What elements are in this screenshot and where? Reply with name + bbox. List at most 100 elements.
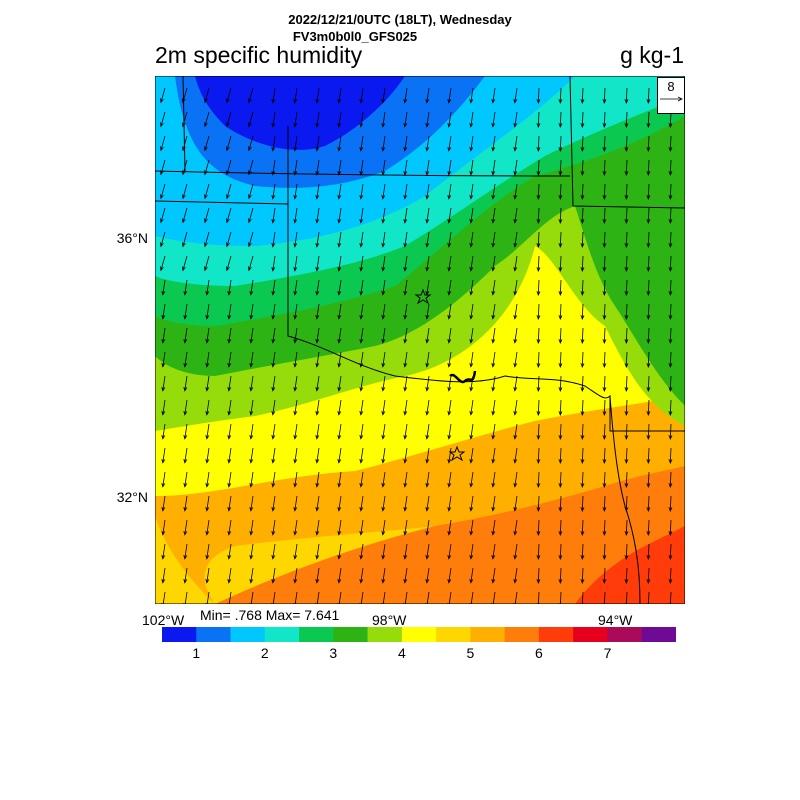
arrow-icon [204,255,210,272]
arrow-icon [226,159,232,176]
arrow-icon [513,207,518,224]
arrow-icon [536,159,541,177]
colorbar-swatch [196,627,231,642]
arrow-icon [160,183,166,200]
arrow-icon [602,519,607,537]
arrow-icon [315,399,320,416]
arrow-icon [580,87,585,105]
arrow-icon [381,447,386,464]
arrow-icon [248,87,254,104]
arrow-icon [536,399,541,417]
arrow-icon [381,135,386,152]
arrow-icon [536,111,541,129]
arrow-icon [425,471,430,488]
arrow-icon [425,375,430,392]
arrow-icon [536,519,541,537]
colorbar-label: 4 [397,645,406,661]
arrow-icon [205,399,210,416]
arrow-icon [447,567,452,584]
arrow-icon [536,87,541,105]
arrow-icon [315,207,320,224]
colorbar-label: 3 [329,645,338,661]
arrow-icon [580,183,585,201]
arrow-icon [226,87,232,104]
arrow-icon [293,207,298,224]
arrow-icon [381,111,386,128]
arrow-icon [668,375,673,393]
arrow-icon [469,447,474,464]
arrow-icon [359,471,364,488]
arrow-icon [249,447,254,464]
band-gold [155,516,435,604]
arrow-icon [315,495,320,512]
arrow-icon [447,327,452,344]
arrow-icon [447,543,452,560]
arrow-icon [271,279,276,296]
arrow-icon [381,303,386,320]
arrow-icon [249,327,254,344]
arrow-icon [205,303,210,320]
arrow-icon [182,159,188,176]
model-name: FV3m0b0l0_GFS025 [292,29,418,44]
arrow-icon [248,207,254,224]
colorbar-swatch [641,627,676,642]
arrow-icon [271,591,276,604]
arrow-icon [646,207,651,225]
arrow-icon [249,351,254,368]
arrow-icon [624,471,629,489]
arrow-icon [403,471,408,488]
arrow-icon [646,159,651,177]
arrow-icon [536,543,541,561]
arrow-icon [536,135,541,153]
arrow-icon [271,231,276,248]
arrow-icon [558,399,563,417]
arrow-icon [315,591,320,604]
arrow-icon [536,351,541,369]
arrow-icon [381,351,386,368]
arrow-icon [381,279,386,296]
arrow-icon [646,327,651,345]
arrow-icon [271,543,276,560]
arrow-icon [469,183,474,200]
arrow-icon [359,495,364,512]
arrow-icon [248,159,254,176]
arrow-icon [425,423,430,440]
arrow-icon [381,207,386,224]
arrow-icon [602,423,607,441]
arrow-icon [293,279,298,296]
arrow-icon [359,399,364,416]
arrow-icon [425,543,430,560]
arrow-icon [469,159,474,176]
arrow-icon [226,231,232,248]
colorbar-label: 7 [603,645,612,661]
arrow-icon [337,591,342,604]
arrow-icon [646,399,651,417]
arrow-icon [668,135,673,153]
arrow-icon [491,375,496,392]
arrow-icon [160,111,166,128]
arrow-icon [425,159,430,176]
star-icon [414,288,432,305]
arrow-icon [226,111,232,128]
arrow-icon [469,495,474,512]
arrow-icon [271,135,276,152]
arrow-icon [668,111,673,129]
arrow-icon [624,111,629,129]
arrow-icon [425,495,430,512]
arrow-icon [513,399,518,416]
arrow-icon [293,159,298,176]
arrow-icon [161,327,166,344]
arrow-icon [536,279,541,297]
arrow-icon [293,183,298,200]
colorbar-label: 5 [466,645,475,661]
arrow-icon [248,111,254,128]
arrow-icon [602,447,607,465]
arrow-icon [381,423,386,440]
arrow-icon [337,207,342,224]
arrow-icon [183,519,188,536]
arrow-icon [359,327,364,344]
arrow-icon [447,447,452,464]
arrow-icon [469,567,474,584]
arrow-icon [469,519,474,536]
arrow-icon [646,231,651,249]
